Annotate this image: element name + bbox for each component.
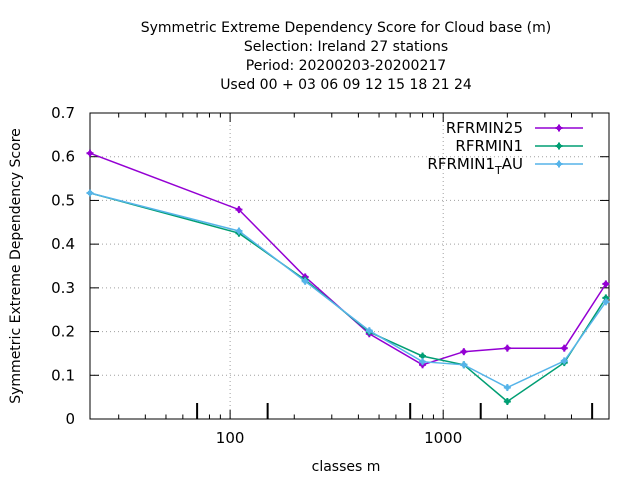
data-point [86, 189, 94, 197]
marker-dot [420, 353, 426, 359]
marker-dot [504, 385, 510, 391]
marker-dot [461, 362, 467, 368]
legend-label-main: RFRMIN1 [427, 155, 495, 173]
data-point [503, 384, 511, 392]
legend-label-main: RFRMIN1 [455, 137, 523, 155]
y-tick-label: 0 [65, 410, 75, 428]
marker-dot [603, 295, 609, 301]
axes [89, 112, 610, 420]
marker-dot [302, 278, 308, 284]
y-tick-label: 0.1 [51, 366, 75, 384]
y-axis-label: Symmetric Extreme Dependency Score [8, 128, 24, 404]
title-line: Symmetric Extreme Dependency Score for C… [141, 20, 551, 36]
data-point [503, 398, 511, 406]
marker-dot [504, 345, 510, 351]
data-point [301, 277, 309, 285]
y-tick-label: 0.4 [51, 235, 75, 253]
marker-dot [236, 207, 242, 213]
y-tick-label: 0.6 [51, 148, 75, 166]
legend-marker-dot [556, 161, 562, 167]
data-point [560, 357, 568, 365]
data-point [365, 327, 373, 335]
marker-dot [366, 328, 372, 334]
chart-title: Symmetric Extreme Dependency Score for C… [141, 20, 551, 93]
legend-label-main: RFRMIN25 [446, 119, 523, 137]
marker-dot [236, 228, 242, 234]
y-tick-label: 0.7 [51, 104, 75, 122]
legend-label: RFRMIN25 [446, 119, 523, 137]
data-point [503, 344, 511, 352]
data-point [235, 206, 243, 214]
plot-frame [89, 112, 610, 420]
data-point [602, 298, 610, 306]
data-point [86, 149, 94, 157]
data-point [460, 361, 468, 369]
x-tick-label: 100 [216, 429, 245, 447]
marker-dot [87, 150, 93, 156]
marker-dot [420, 359, 426, 365]
legend-label: RFRMIN1TAU [427, 155, 523, 177]
data-point [602, 280, 610, 288]
marker-dot [561, 358, 567, 364]
data-point [235, 227, 243, 235]
y-tick-label: 0.5 [51, 191, 75, 209]
series-line-rfrmin25 [89, 152, 607, 366]
marker-dot [561, 345, 567, 351]
legend-label-sub: T [494, 164, 502, 177]
y-tick-label: 0.3 [51, 279, 75, 297]
legend-label: RFRMIN1 [455, 137, 523, 155]
y-tick-label: 0.2 [51, 323, 75, 341]
x-tick-label: 1000 [424, 429, 462, 447]
data-point [419, 358, 427, 366]
marker-dot [504, 399, 510, 405]
series-line-rfrmin1-tau [89, 192, 607, 389]
series [86, 149, 610, 406]
legend-marker-dot [556, 143, 562, 149]
data-point [460, 348, 468, 356]
data-point [560, 344, 568, 352]
legend-label-tail: AU [502, 155, 523, 173]
series-line-rfrmin1 [89, 192, 607, 403]
title-line: Selection: Ireland 27 stations [244, 39, 448, 55]
x-axis-label: classes m [312, 459, 381, 475]
marker-dot [461, 349, 467, 355]
marker-dot [603, 281, 609, 287]
marker-dot [603, 299, 609, 305]
grid [90, 113, 609, 419]
tick-labels: 0 0.1 0.2 0.3 0.4 0.5 0.6 0.7 100 1000 [51, 104, 610, 447]
title-line: Used 00 + 03 06 09 12 15 18 21 24 [220, 77, 472, 93]
legend-marker-dot [556, 125, 562, 131]
title-line: Period: 20200203-20200217 [246, 58, 446, 74]
marker-dot [87, 190, 93, 196]
